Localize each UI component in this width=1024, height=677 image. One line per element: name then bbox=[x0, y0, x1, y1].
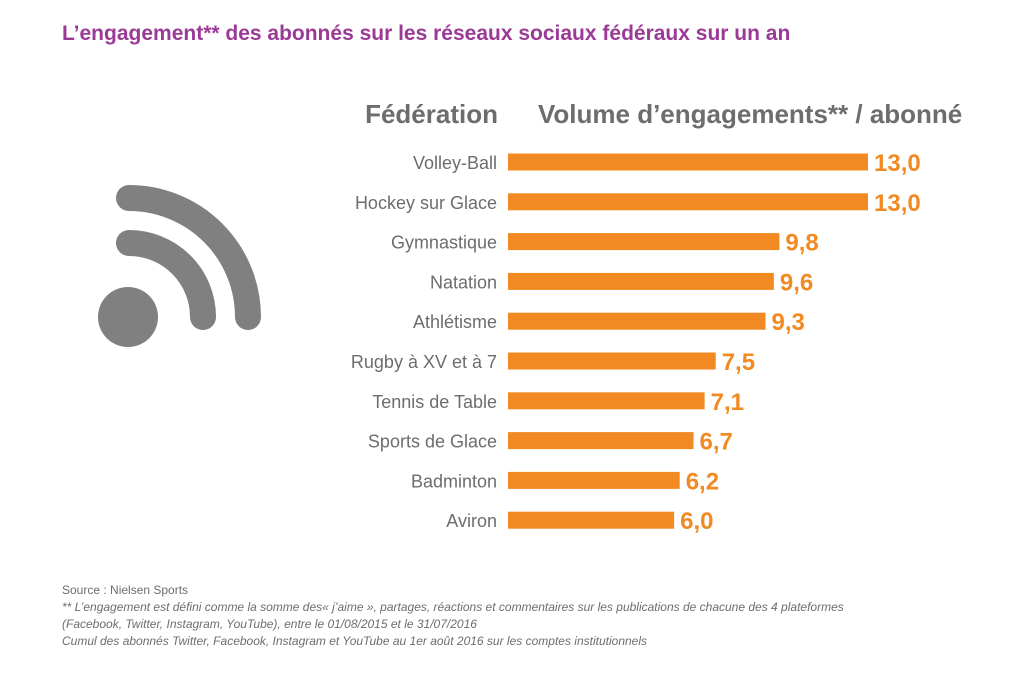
bar bbox=[508, 153, 868, 171]
bar bbox=[508, 511, 675, 529]
category-label: Natation bbox=[430, 272, 497, 292]
bar bbox=[508, 432, 694, 450]
bar bbox=[508, 392, 705, 410]
value-label: 13,0 bbox=[874, 190, 921, 217]
category-label: Gymnastique bbox=[391, 233, 497, 253]
rss-feed-icon bbox=[95, 185, 270, 355]
column-header-federation: Fédération bbox=[365, 99, 498, 129]
category-label: Tennis de Table bbox=[372, 392, 497, 412]
value-label: 6,7 bbox=[700, 429, 733, 456]
value-label: 6,2 bbox=[686, 468, 719, 495]
bar bbox=[508, 312, 766, 330]
category-label: Rugby à XV et à 7 bbox=[351, 352, 497, 372]
category-label: Hockey sur Glace bbox=[355, 193, 497, 213]
value-label: 9,6 bbox=[780, 269, 813, 296]
value-label: 9,8 bbox=[785, 230, 818, 257]
value-label: 7,1 bbox=[711, 389, 744, 416]
value-label: 13,0 bbox=[874, 150, 921, 177]
category-label: Sports de Glace bbox=[368, 432, 497, 452]
category-label: Athlétisme bbox=[413, 312, 497, 332]
value-label: 9,3 bbox=[772, 309, 805, 336]
value-label: 7,5 bbox=[722, 349, 755, 376]
bar bbox=[508, 471, 680, 489]
source-note: Source : Nielsen Sports bbox=[62, 583, 189, 597]
chart-title: L’engagement** des abonnés sur les résea… bbox=[62, 22, 791, 45]
bar bbox=[508, 352, 716, 370]
bar bbox=[508, 233, 780, 251]
category-label: Aviron bbox=[446, 511, 497, 531]
subscriber-note: Cumul des abonnés Twitter, Facebook, Ins… bbox=[62, 634, 647, 648]
category-label: Volley-Ball bbox=[413, 153, 497, 173]
footer: Source : Nielsen Sports ** L’engagement … bbox=[62, 582, 844, 650]
definition-note: ** L’engagement est défini comme la somm… bbox=[62, 600, 844, 614]
bar bbox=[508, 272, 774, 290]
category-label: Badminton bbox=[411, 471, 497, 491]
column-header-engagement: Volume d’engagements** / abonné bbox=[538, 99, 962, 129]
value-label: 6,0 bbox=[680, 508, 713, 535]
bar bbox=[508, 193, 868, 211]
period-note: (Facebook, Twitter, Instagram, YouTube),… bbox=[62, 617, 477, 631]
